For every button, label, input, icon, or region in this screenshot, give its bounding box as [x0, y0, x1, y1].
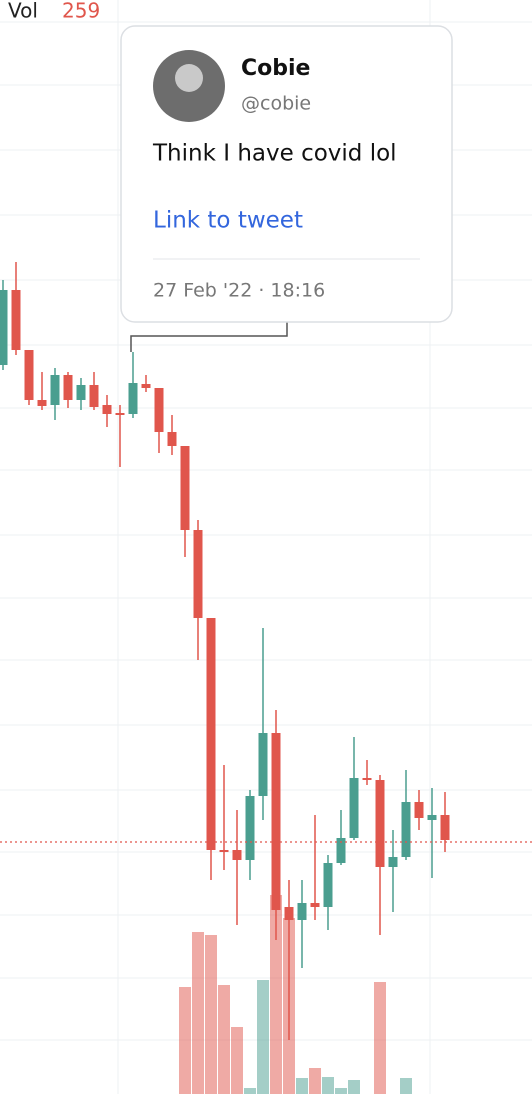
volume-bar — [374, 982, 386, 1094]
candle-body — [440, 815, 450, 840]
volume-value: 259 — [62, 0, 100, 23]
volume-bar — [257, 980, 269, 1094]
tweet-card: Cobie @cobie Think I have covid lol Link… — [120, 25, 453, 352]
candle-body — [193, 530, 203, 618]
volume-bar — [231, 1027, 243, 1094]
candle-body — [141, 384, 151, 388]
candle-body — [167, 432, 177, 446]
volume-bar — [270, 895, 282, 1094]
volume-bar — [335, 1088, 347, 1094]
volume-bar — [400, 1078, 412, 1094]
candle-body — [37, 400, 47, 406]
volume-label: Vol — [8, 0, 38, 23]
candle-body — [271, 733, 281, 910]
candle-body — [310, 903, 320, 907]
candle-body — [245, 796, 255, 860]
volume-bar — [244, 1088, 256, 1094]
candle-body — [24, 350, 34, 400]
candle-body — [232, 850, 242, 860]
candle-body — [427, 815, 437, 820]
tweet-text: Think I have covid lol — [152, 141, 397, 167]
tweet-handle: @cobie — [241, 93, 311, 115]
candle-body — [219, 850, 229, 852]
tweet-timestamp: 27 Feb '22 · 18:16 — [153, 280, 325, 302]
volume-bar — [296, 1078, 308, 1094]
volume-bar — [192, 932, 204, 1094]
candle-body — [375, 780, 385, 867]
candle-body — [414, 802, 424, 818]
candle-body — [128, 383, 138, 414]
candle-body — [11, 290, 21, 350]
volume-bar — [179, 987, 191, 1094]
candle-body — [50, 375, 60, 405]
candle-body — [388, 857, 398, 867]
tweet-name: Cobie — [241, 56, 310, 81]
candle-body — [154, 388, 164, 432]
candle-body — [102, 405, 112, 414]
volume-bar — [348, 1080, 360, 1094]
volume-bar — [309, 1068, 321, 1094]
candle-body — [362, 778, 372, 780]
candle-body — [284, 907, 294, 920]
candle-body — [349, 778, 359, 838]
volume-bar — [322, 1077, 334, 1094]
candle-body — [401, 802, 411, 857]
volume-bar — [205, 935, 217, 1094]
candle-body — [323, 863, 333, 907]
candle-body — [0, 290, 8, 365]
candle-body — [206, 618, 216, 850]
candle-body — [89, 385, 99, 407]
candle-body — [336, 838, 346, 863]
avatar-face — [175, 64, 203, 92]
candle-body — [297, 903, 307, 920]
volume-bar — [218, 985, 230, 1094]
candle-body — [258, 733, 268, 796]
candle-body — [76, 385, 86, 400]
candle-body — [63, 375, 73, 400]
candle-body — [115, 413, 125, 415]
tweet-link[interactable]: Link to tweet — [153, 208, 303, 234]
candle-body — [180, 446, 190, 530]
series — [0, 262, 532, 1094]
connector — [130, 322, 288, 352]
